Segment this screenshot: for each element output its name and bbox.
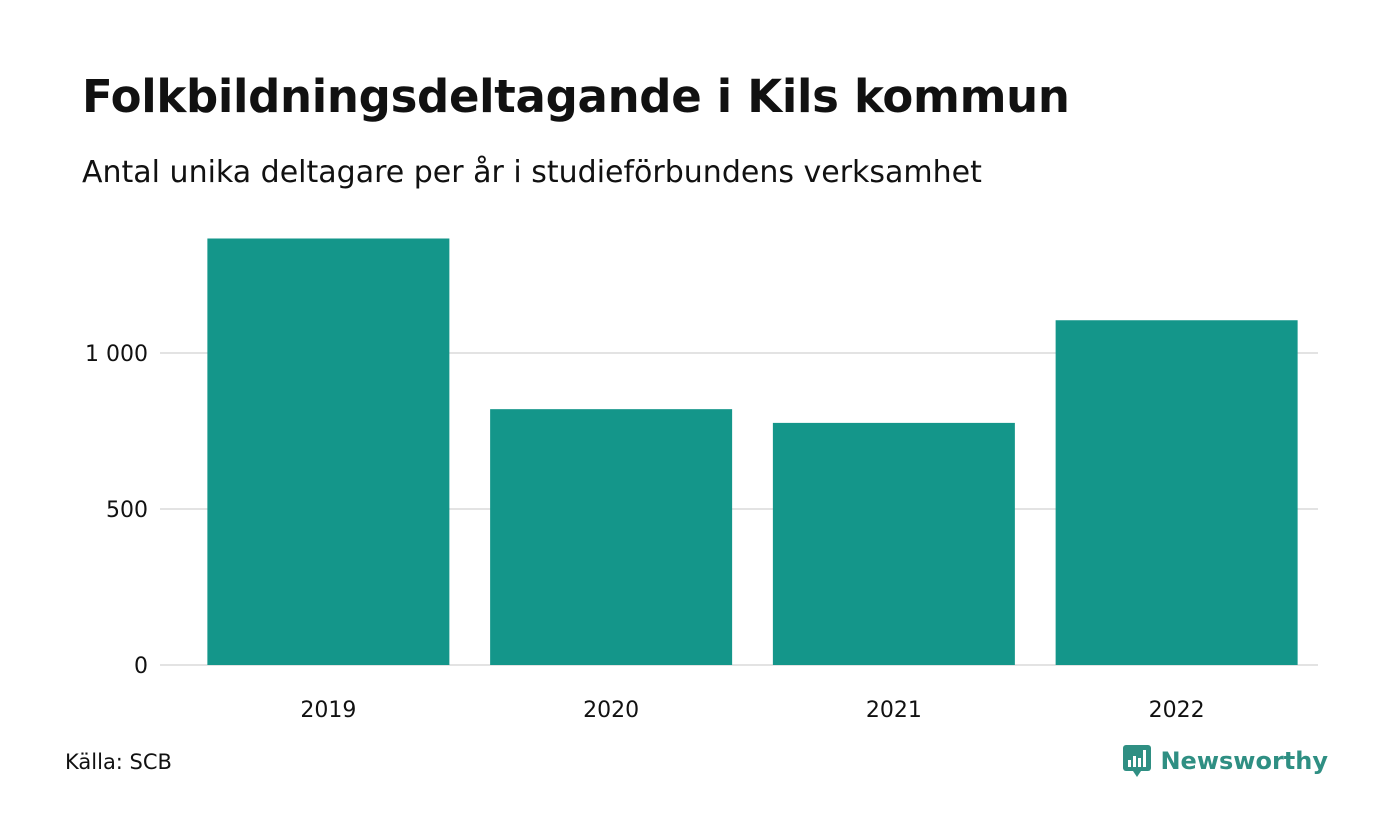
x-tick-label: 2019 bbox=[300, 698, 356, 723]
chart-title: Folkbildningsdeltagande i Kils kommun bbox=[82, 70, 1070, 123]
x-tick-label: 2021 bbox=[866, 698, 922, 723]
x-tick-label: 2022 bbox=[1149, 698, 1205, 723]
bar-2021 bbox=[772, 422, 1015, 665]
y-tick-label: 500 bbox=[106, 498, 148, 523]
newsworthy-logo-icon bbox=[1123, 745, 1152, 777]
chart-subtitle: Antal unika deltagare per år i studieför… bbox=[82, 155, 982, 190]
y-tick-label: 1 000 bbox=[85, 342, 148, 367]
y-axis: 0 500 1 000 bbox=[85, 342, 148, 679]
bars bbox=[207, 238, 1298, 665]
bar-2022 bbox=[1055, 320, 1298, 665]
bar-2020 bbox=[490, 409, 733, 665]
x-axis: 2019 2020 2021 2022 bbox=[300, 698, 1204, 723]
y-tick-label: 0 bbox=[134, 654, 148, 679]
bar-2019 bbox=[207, 238, 450, 665]
brand-logo: Newsworthy bbox=[1122, 744, 1328, 778]
x-tick-label: 2020 bbox=[583, 698, 639, 723]
source-note: Källa: SCB bbox=[65, 750, 172, 774]
brand-name: Newsworthy bbox=[1160, 747, 1328, 775]
